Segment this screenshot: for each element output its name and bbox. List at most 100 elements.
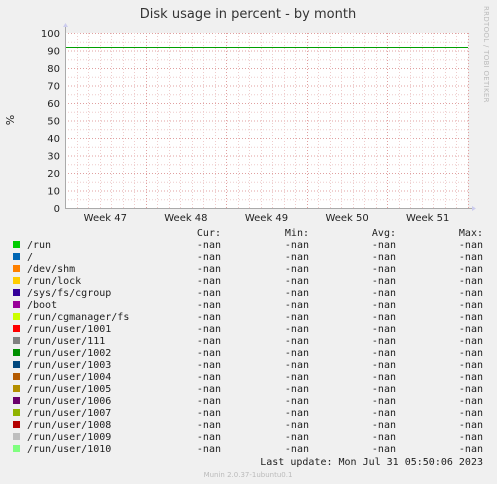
legend-value: -nan [459,336,483,347]
y-axis-ticks: 0 10 20 30 40 50 60 70 80 90 100 [41,29,60,215]
legend-swatch [13,301,20,308]
legend-value: -nan [372,348,396,359]
legend-value: -nan [459,288,483,299]
legend-swatch [13,265,20,272]
legend-value: -nan [197,240,221,251]
y-tick-label: 40 [47,134,60,145]
legend-swatch [13,385,20,392]
y-tick-label: 50 [47,117,60,128]
legend-value: -nan [285,372,309,383]
rrdtool-credit: RRDTOOL / TOBI OETIKER [482,6,490,103]
legend-swatch [13,397,20,404]
legend-value: -nan [459,420,483,431]
legend-value: -nan [285,264,309,275]
x-tick-label: Week 50 [325,213,368,224]
legend-series-name: /run/user/1006 [27,396,111,407]
y-tick-label: 30 [47,152,60,163]
legend-swatch [13,241,20,248]
legend-value: -nan [197,348,221,359]
legend-value: -nan [285,408,309,419]
legend-series-name: /dev/shm [27,264,75,275]
legend-series-name: /run/user/1010 [27,444,111,455]
y-tick-label: 10 [47,187,60,198]
legend-value: -nan [372,372,396,383]
legend-swatch [13,433,20,440]
legend-swatch [13,289,20,296]
legend-column-header: Max: [459,228,483,239]
legend-value: -nan [285,432,309,443]
legend-swatch [13,325,20,332]
legend-value: -nan [372,276,396,287]
x-tick-label: Week 51 [406,213,449,224]
legend-column-header: Avg: [372,228,396,239]
x-tick-label: Week 48 [164,213,207,224]
legend-value: -nan [197,432,221,443]
y-tick-label: 80 [47,64,60,75]
axes [63,23,476,211]
legend-series-name: /run/user/1004 [27,372,111,383]
legend-swatch [13,313,20,320]
x-tick-label: Week 47 [84,213,127,224]
legend-value: -nan [285,288,309,299]
legend-value: -nan [285,396,309,407]
legend-value: -nan [197,324,221,335]
legend-value: -nan [459,300,483,311]
y-axis-arrow [63,23,68,27]
legend-swatch [13,253,20,260]
legend-swatch [13,373,20,380]
legend-value: -nan [197,300,221,311]
legend-value: -nan [372,444,396,455]
y-tick-label: 100 [41,29,60,40]
legend-value: -nan [285,384,309,395]
legend-value: -nan [459,264,483,275]
legend-value: -nan [459,396,483,407]
legend-series-name: /run/user/1001 [27,324,111,335]
legend-series-name: /run [27,240,51,251]
x-tick-label: Week 49 [245,213,288,224]
legend-value: -nan [197,252,221,263]
legend-value: -nan [372,300,396,311]
legend-series-name: /boot [27,300,57,311]
legend-value: -nan [285,324,309,335]
legend-series-name: /run/lock [27,276,81,287]
legend-value: -nan [197,384,221,395]
grid-lines [65,33,469,209]
legend-series-name: /run/user/1002 [27,348,111,359]
legend-value: -nan [285,348,309,359]
legend-value: -nan [372,240,396,251]
legend-series-name: / [27,252,33,263]
legend-value: -nan [285,420,309,431]
legend-value: -nan [285,312,309,323]
legend-series-name: /sys/fs/cgroup [27,288,111,299]
legend-swatch [13,445,20,452]
legend-value: -nan [459,372,483,383]
legend-series-name: /run/user/1005 [27,384,111,395]
legend-series-name: /run/user/1009 [27,432,111,443]
legend-value: -nan [372,360,396,371]
legend-value: -nan [372,384,396,395]
legend-swatch [13,349,20,356]
legend-value: -nan [197,372,221,383]
legend-swatch [13,361,20,368]
legend-value: -nan [459,432,483,443]
x-axis-arrow [472,206,476,211]
legend-value: -nan [372,288,396,299]
legend-value: -nan [372,396,396,407]
legend-value: -nan [372,252,396,263]
munin-version: Munin 2.0.37-1ubuntu0.1 [204,471,293,479]
legend-value: -nan [459,444,483,455]
legend-value: -nan [285,252,309,263]
legend-value: -nan [459,360,483,371]
legend-value: -nan [197,396,221,407]
legend-column-header: Min: [285,228,309,239]
legend-value: -nan [197,360,221,371]
legend-value: -nan [197,312,221,323]
legend-value: -nan [285,240,309,251]
legend-value: -nan [197,336,221,347]
legend-value: -nan [285,336,309,347]
y-tick-label: 90 [47,47,60,58]
legend-value: -nan [197,444,221,455]
legend-value: -nan [197,288,221,299]
legend-value: -nan [459,276,483,287]
